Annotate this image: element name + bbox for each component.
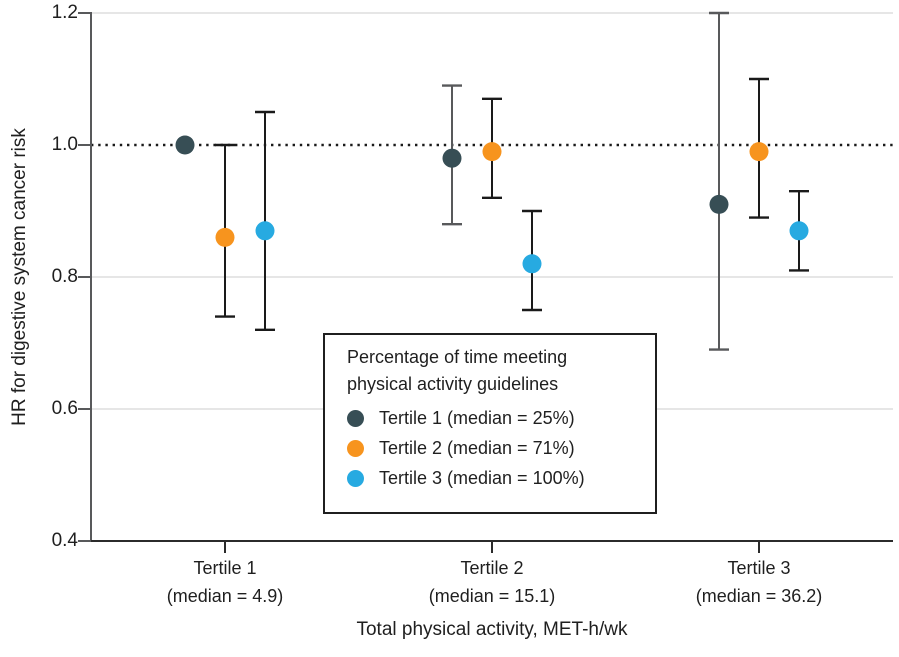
data-point xyxy=(709,194,729,214)
legend-item-label: Tertile 2 (median = 71%) xyxy=(379,437,575,458)
legend-item-label: Tertile 3 (median = 100%) xyxy=(379,467,585,488)
data-point xyxy=(749,142,769,162)
legend-swatch-icon xyxy=(347,469,364,487)
legend-swatch-icon xyxy=(347,409,364,427)
data-point xyxy=(522,254,542,274)
legend-item-label: Tertile 1 (median = 25%) xyxy=(379,407,575,428)
data-point xyxy=(255,221,275,241)
data-point xyxy=(175,135,195,155)
legend-swatch-icon xyxy=(347,439,364,457)
data-point xyxy=(482,142,502,162)
legend-items: Tertile 1 (median = 25%) Tertile 2 (media… xyxy=(347,403,645,493)
data-point xyxy=(789,221,809,241)
legend-title-line-2: physical activity guidelines xyxy=(347,374,559,394)
legend-item: Tertile 3 (median = 100%) xyxy=(347,463,645,493)
data-point xyxy=(215,227,235,247)
data-point xyxy=(442,148,462,168)
legend: Percentage of time meeting physical acti… xyxy=(323,333,657,514)
legend-title-line-1: Percentage of time meeting xyxy=(347,347,568,367)
legend-item: Tertile 1 (median = 25%) xyxy=(347,403,645,433)
legend-item: Tertile 2 (median = 71%) xyxy=(347,433,645,463)
